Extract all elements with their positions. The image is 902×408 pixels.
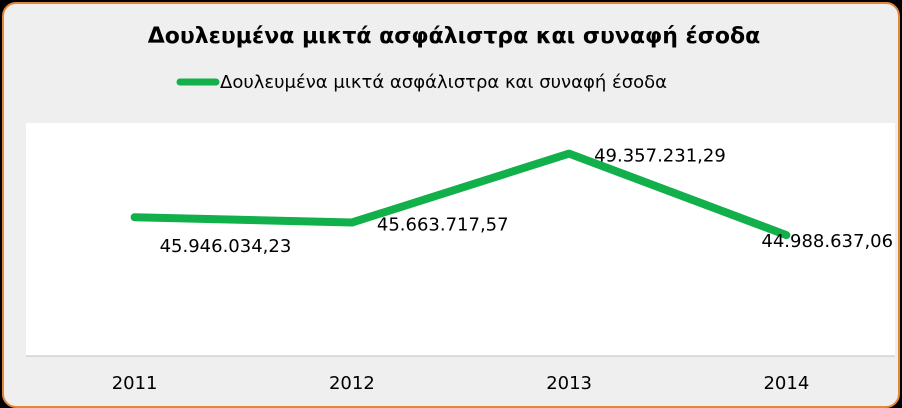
legend-label: Δουλευμένα μικτά ασφάλιστρα και συναφή έ… bbox=[220, 72, 667, 93]
x-tick-label: 2012 bbox=[329, 373, 375, 394]
data-labels-group: 45.946.034,23 45.663.717,57 49.357.231,29 4… bbox=[160, 146, 893, 258]
line-chart: Δουλευμένα μικτά ασφάλιστρα και συναφή έ… bbox=[26, 24, 895, 394]
x-tick-label: 2011 bbox=[112, 373, 158, 394]
series-line bbox=[130, 149, 791, 240]
data-label: 44.988.637,06 bbox=[761, 231, 893, 252]
data-label: 45.663.717,57 bbox=[377, 215, 509, 236]
x-tick-label: 2014 bbox=[763, 373, 809, 394]
data-label: 45.946.034,23 bbox=[160, 236, 292, 257]
data-label: 49.357.231,29 bbox=[594, 146, 726, 167]
x-tick-label: 2013 bbox=[546, 373, 592, 394]
series-group bbox=[130, 149, 791, 240]
x-ticks-group: 2011 2012 2013 2014 bbox=[112, 373, 810, 394]
chart-title: Δουλευμένα μικτά ασφάλιστρα και συναφή έ… bbox=[148, 24, 761, 49]
plot-area bbox=[26, 123, 895, 356]
